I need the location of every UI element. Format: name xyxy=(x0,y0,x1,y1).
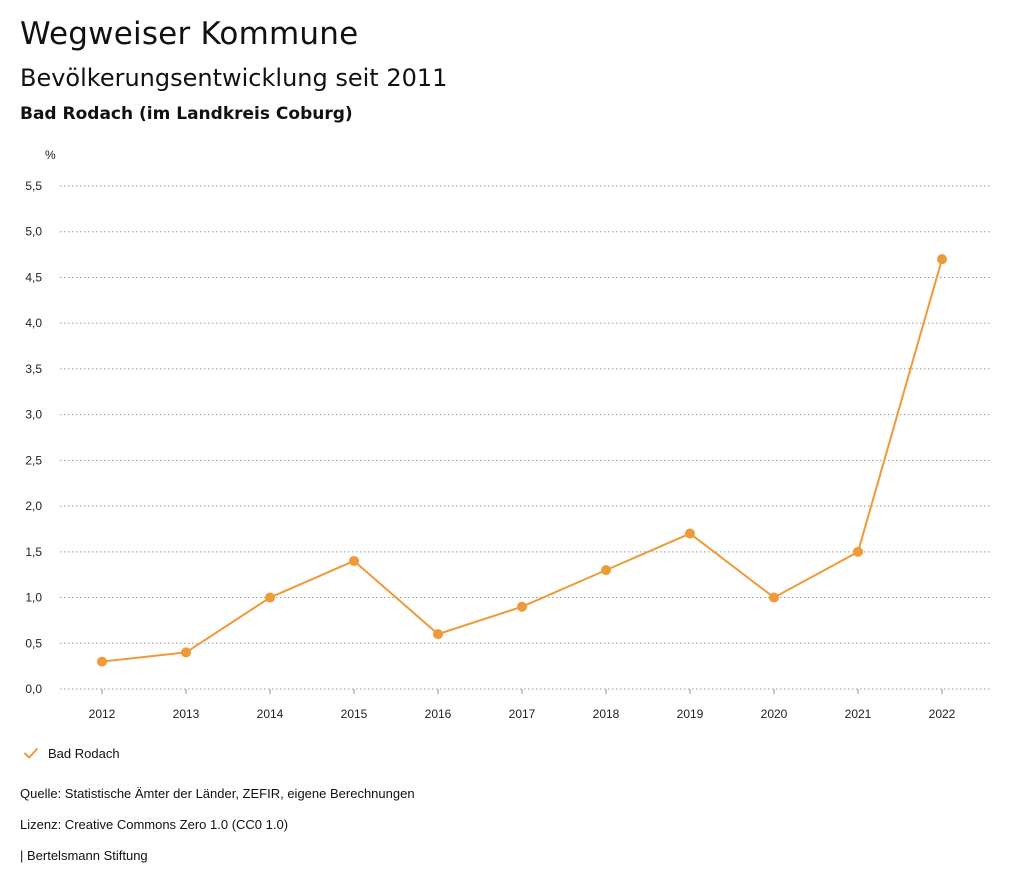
data-point[interactable] xyxy=(433,629,443,640)
line-chart: % 0,0 0,5 1,0 1,5 2,0 2,5 3,0 3,5 4,0 4,5 5,0 5,5 2… xyxy=(25,148,992,721)
data-point[interactable] xyxy=(97,656,107,667)
chart-subtitle: Bevölkerungsentwicklung seit 2011 xyxy=(20,64,448,92)
page-title: Wegweiser Kommune xyxy=(20,16,359,52)
legend-label-bad-rodach: Bad Rodach xyxy=(48,745,120,761)
x-tick-label: 2017 xyxy=(509,707,536,721)
x-tick-label: 2022 xyxy=(929,707,956,721)
x-tick-label: 2015 xyxy=(341,707,368,721)
y-tick-label: 4,5 xyxy=(25,270,42,284)
data-point[interactable] xyxy=(181,647,191,658)
x-axis: 2012 2013 2014 2015 2016 2017 2018 2019 2020 2021… xyxy=(89,689,956,721)
y-tick-label: 5,5 xyxy=(25,179,42,193)
y-tick-label: 5,0 xyxy=(25,225,42,239)
x-tick-label: 2013 xyxy=(173,707,200,721)
x-tick-label: 2021 xyxy=(845,707,872,721)
y-axis: 0,0 0,5 1,0 1,5 2,0 2,5 3,0 3,5 4,0 4,5 5,0 5,5 xyxy=(25,179,42,696)
series-layer xyxy=(97,254,947,667)
x-tick-label: 2020 xyxy=(761,707,788,721)
data-point[interactable] xyxy=(685,528,695,539)
grid-layer xyxy=(60,185,992,690)
source-note: Quelle: Statistische Ämter der Länder, Z… xyxy=(20,786,415,801)
y-tick-label: 2,5 xyxy=(25,453,42,467)
y-tick-label: 3,5 xyxy=(25,362,42,376)
x-tick-label: 2012 xyxy=(89,707,116,721)
data-point[interactable] xyxy=(601,565,611,576)
check-icon xyxy=(24,748,38,759)
y-tick-label: 2,0 xyxy=(25,499,42,513)
x-tick-label: 2019 xyxy=(677,707,704,721)
y-tick-label: 4,0 xyxy=(25,316,42,330)
legend[interactable]: Bad Rodach xyxy=(22,744,120,762)
x-tick-label: 2016 xyxy=(425,707,452,721)
data-point[interactable] xyxy=(853,546,863,557)
y-tick-label: 0,5 xyxy=(25,636,42,650)
publisher-note: | Bertelsmann Stiftung xyxy=(20,848,148,863)
y-tick-label: 1,5 xyxy=(25,545,42,559)
x-tick-label: 2018 xyxy=(593,707,620,721)
y-unit-label: % xyxy=(45,148,56,162)
license-note: Lizenz: Creative Commons Zero 1.0 (CC0 1… xyxy=(20,817,289,832)
data-point[interactable] xyxy=(265,592,275,603)
y-tick-label: 1,0 xyxy=(25,591,42,605)
data-point[interactable] xyxy=(349,555,359,566)
x-tick-label: 2014 xyxy=(257,707,284,721)
region-label: Bad Rodach (im Landkreis Coburg) xyxy=(20,104,353,124)
data-point[interactable] xyxy=(769,592,779,603)
y-tick-label: 3,0 xyxy=(25,408,42,422)
data-point[interactable] xyxy=(517,601,527,612)
y-tick-label: 0,0 xyxy=(25,682,42,696)
data-point[interactable] xyxy=(937,254,947,265)
